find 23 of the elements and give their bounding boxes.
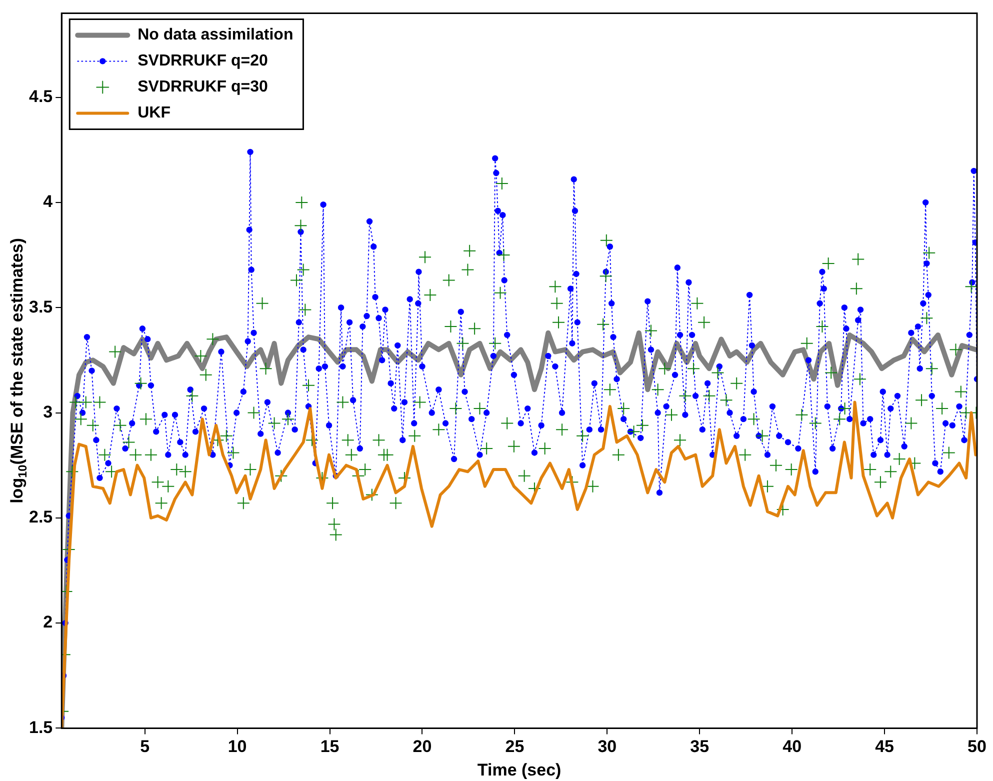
y-tick-label: 1.5 bbox=[28, 718, 53, 737]
x-tick-label: 40 bbox=[782, 737, 802, 756]
x-tick-label: 15 bbox=[320, 737, 340, 756]
legend-label: UKF bbox=[138, 104, 171, 122]
legend-label: SVDRRUKF q=20 bbox=[138, 52, 268, 70]
x-tick-label: 30 bbox=[598, 737, 617, 756]
x-tick-label: 35 bbox=[690, 737, 710, 756]
x-axis-title: Time (sec) bbox=[477, 760, 562, 780]
x-tick-label: 50 bbox=[968, 737, 986, 756]
x-tick-label: 10 bbox=[228, 737, 247, 756]
legend-label: No data assimilation bbox=[138, 26, 294, 44]
y-tick-label: 4.5 bbox=[28, 87, 53, 106]
x-tick-label: 45 bbox=[875, 737, 894, 756]
x-tick-label: 5 bbox=[140, 737, 150, 756]
y-axis-title: log10(MSE of the state estimates) bbox=[8, 238, 30, 504]
legend-label: SVDRRUKF q=30 bbox=[138, 78, 268, 96]
y-tick-label: 3.5 bbox=[28, 297, 53, 316]
x-tick-label: 25 bbox=[505, 737, 524, 756]
y-tick-label: 4 bbox=[43, 192, 54, 212]
y-tick-label: 3 bbox=[43, 402, 53, 422]
x-tick-label: 20 bbox=[412, 737, 432, 756]
y-tick-label: 2.5 bbox=[28, 508, 53, 527]
y-tick-label: 2 bbox=[43, 612, 53, 632]
